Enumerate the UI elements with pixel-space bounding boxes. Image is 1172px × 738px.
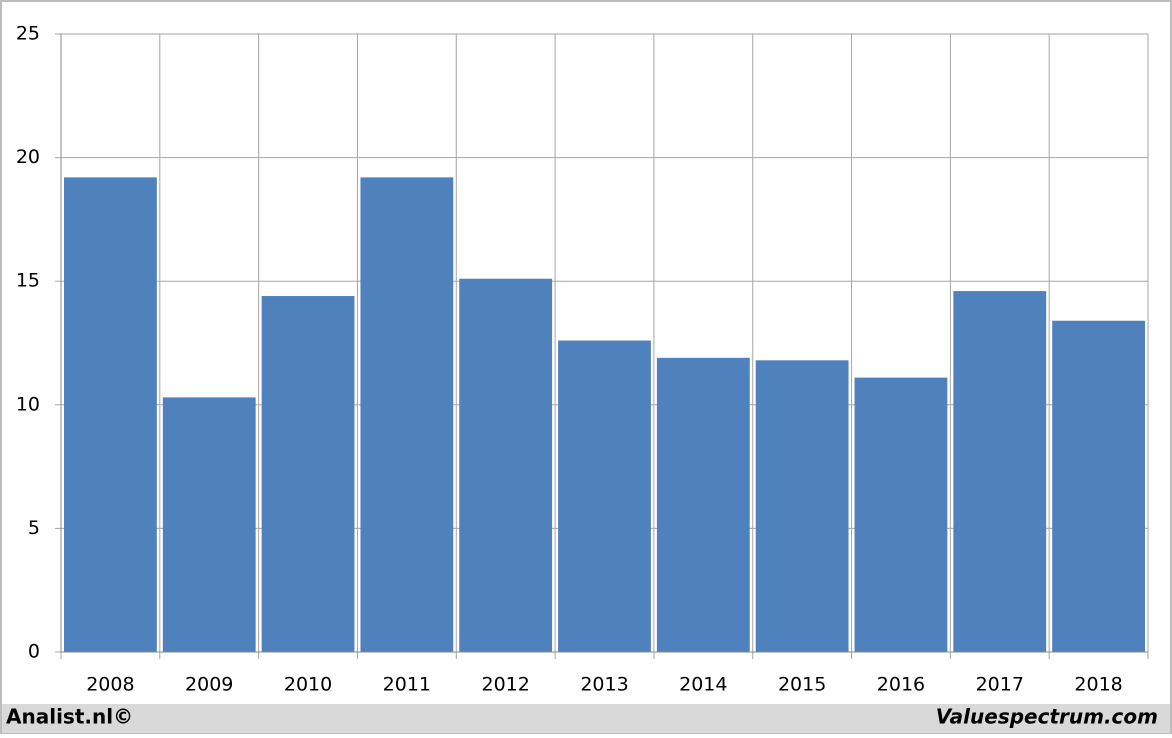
bar bbox=[755, 360, 849, 652]
bar bbox=[1052, 320, 1145, 652]
bar bbox=[64, 177, 157, 652]
y-tick-label: 20 bbox=[16, 146, 40, 168]
x-tick-label: 2012 bbox=[482, 674, 530, 696]
footer-left: Analist.nl© bbox=[6, 705, 133, 729]
bar bbox=[656, 357, 750, 652]
x-tick-label: 2017 bbox=[976, 674, 1024, 696]
x-tick-label: 2016 bbox=[877, 674, 925, 696]
y-tick-label: 0 bbox=[28, 641, 40, 663]
x-tick-label: 2008 bbox=[86, 674, 134, 696]
bar bbox=[558, 340, 651, 652]
bar bbox=[360, 177, 454, 652]
bar bbox=[261, 296, 355, 652]
bar bbox=[162, 397, 256, 652]
bar bbox=[854, 377, 948, 652]
x-tick-label: 2018 bbox=[1074, 674, 1122, 696]
y-tick-label: 25 bbox=[16, 23, 40, 45]
x-tick-label: 2014 bbox=[679, 674, 727, 696]
x-tick-label: 2011 bbox=[383, 674, 431, 696]
footer-right: Valuespectrum.com bbox=[936, 705, 1158, 729]
x-tick-label: 2009 bbox=[185, 674, 233, 696]
x-tick-label: 2013 bbox=[580, 674, 628, 696]
y-tick-label: 15 bbox=[16, 270, 40, 292]
footer-band bbox=[2, 704, 1170, 733]
y-tick-label: 10 bbox=[16, 393, 40, 415]
bar bbox=[953, 291, 1047, 652]
bar bbox=[459, 278, 553, 652]
x-tick-label: 2015 bbox=[778, 674, 826, 696]
x-tick-label: 2010 bbox=[284, 674, 332, 696]
y-tick-label: 5 bbox=[28, 517, 40, 539]
